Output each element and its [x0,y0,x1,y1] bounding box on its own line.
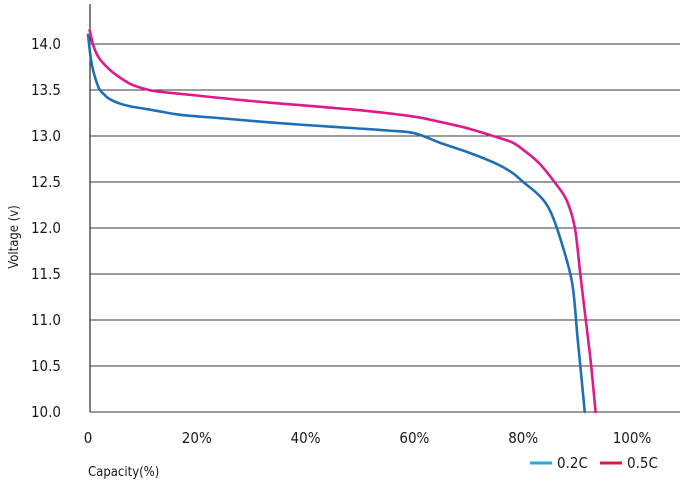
legend: 0.2C 0.5C [530,454,658,472]
series-line-0-5c [88,28,597,414]
y-tick-label: 12.0 [31,219,61,237]
y-tick-label: 12.5 [31,173,61,191]
y-axis-label: Voltage (v) [7,205,22,269]
x-tick-label: 100% [613,429,652,447]
x-tick-label: 60% [399,429,429,447]
x-tick-label: 40% [291,429,321,447]
legend-label: 0.5C [627,454,658,472]
legend-label: 0.2C [557,454,588,472]
y-tick-label: 13.0 [31,127,61,145]
grid-lines [90,43,680,413]
y-tick-label: 14.0 [31,35,61,53]
series-line-0-2c [86,33,586,414]
x-tick-labels: 0 20% 40% 60% 80% 100% [84,429,652,447]
y-tick-label: 10.5 [31,357,61,375]
x-axis-label: Capacity(%) [88,465,159,480]
x-tick-label: 80% [508,429,538,447]
y-tick-label: 11.0 [31,311,61,329]
y-tick-label: 10.0 [31,403,61,421]
y-tick-label: 13.5 [31,81,61,99]
series-lines [86,28,597,414]
y-tick-labels: 10.0 10.5 11.0 11.5 12.0 12.5 13.0 13.5 14.0 [31,35,61,421]
x-tick-label: 20% [182,429,212,447]
x-tick-label: 0 [84,429,93,447]
y-tick-label: 11.5 [31,265,61,283]
